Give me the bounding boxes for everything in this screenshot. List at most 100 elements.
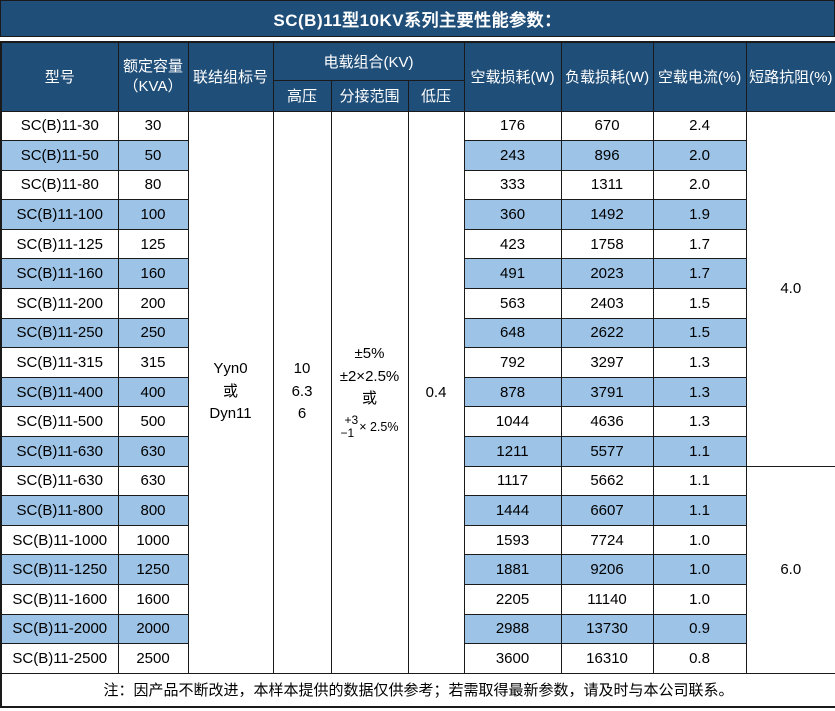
capacity-cell: 400 xyxy=(117,376,189,408)
no-load-current-cell: 0.9 xyxy=(652,613,747,645)
col-header-capacity: 额定容量 （KVA） xyxy=(117,41,189,112)
col-header-capacity-line1: 额定容量 xyxy=(122,58,183,76)
capacity-cell: 125 xyxy=(117,228,189,260)
table-row: SC(B)11-50 50 243 896 2.0 xyxy=(0,140,835,171)
no-load-loss-cell: 333 xyxy=(463,169,562,201)
model-cell: SC(B)11-500 xyxy=(0,406,119,438)
capacity-cell: 630 xyxy=(117,436,189,467)
no-load-current-cell: 1.0 xyxy=(652,584,747,615)
table-row: SC(B)11-80 80 333 1311 2.0 xyxy=(0,169,835,201)
model-cell: SC(B)11-125 xyxy=(0,228,119,260)
tap-fraction-factor: × 2.5% xyxy=(359,420,399,435)
capacity-cell: 2500 xyxy=(117,643,189,674)
col-header-model: 型号 xyxy=(0,41,119,112)
table-body: SC(B)11-30 30 Yyn0 或 Dyn11 10 6.3 6 ±5% ±2×2.5% 或 +… xyxy=(0,110,835,674)
table-row: SC(B)11-500 500 1044 4636 1.3 xyxy=(0,406,835,438)
no-load-current-cell: 1.9 xyxy=(652,199,747,230)
col-header-load-loss: 负载损耗(W) xyxy=(560,41,654,112)
col-header-connection-group: 联结组标号 xyxy=(187,41,274,112)
hv-cell: 10 6.3 6 xyxy=(272,110,332,674)
no-load-loss-cell: 563 xyxy=(463,288,562,319)
tap-fraction-top: +3 xyxy=(344,412,359,427)
model-cell: SC(B)11-1250 xyxy=(0,554,119,585)
no-load-loss-cell: 1444 xyxy=(463,495,562,526)
capacity-cell: 160 xyxy=(117,258,189,290)
no-load-current-cell: 2.0 xyxy=(652,169,747,201)
connection-group-cell: Yyn0 或 Dyn11 xyxy=(187,110,274,674)
no-load-current-cell: 1.3 xyxy=(652,406,747,438)
no-load-current-cell: 1.5 xyxy=(652,317,747,349)
table-row: SC(B)11-30 30 Yyn0 或 Dyn11 10 6.3 6 ±5% ±2×2.5% 或 +… xyxy=(0,110,835,674)
col-header-voltage-group: 电载组合(KV) xyxy=(272,41,465,81)
no-load-loss-cell: 878 xyxy=(463,376,562,408)
no-load-loss-cell: 1211 xyxy=(463,436,562,467)
capacity-cell: 30 xyxy=(117,110,189,142)
model-cell: SC(B)11-100 xyxy=(0,199,119,230)
connection-line: Dyn11 xyxy=(209,405,252,423)
table-row: SC(B)11-2000 2000 2988 13730 0.9 xyxy=(0,613,835,645)
table-row: SC(B)11-315 315 792 3297 1.3 xyxy=(0,347,835,378)
model-cell: SC(B)11-1600 xyxy=(0,584,119,615)
capacity-cell: 2000 xyxy=(117,613,189,645)
table-footer: 注：因产品不断改进，本样本提供的数据仅供参考；若需取得最新参数，请及时与本公司联… xyxy=(0,672,835,708)
capacity-cell: 100 xyxy=(117,199,189,230)
col-header-no-load-loss: 空载损耗(W) xyxy=(463,41,562,112)
no-load-current-cell: 2.0 xyxy=(652,140,747,171)
no-load-loss-cell: 1881 xyxy=(463,554,562,585)
model-cell: SC(B)11-200 xyxy=(0,288,119,319)
no-load-current-cell: 2.4 xyxy=(652,110,747,142)
load-loss-cell: 7724 xyxy=(560,524,654,556)
load-loss-cell: 2023 xyxy=(560,258,654,290)
no-load-current-cell: 1.1 xyxy=(652,495,747,526)
connection-line: Yyn0 xyxy=(213,360,248,378)
no-load-loss-cell: 2205 xyxy=(463,584,562,615)
spec-table: 型号 额定容量 （KVA） 联结组标号 电载组合(KV) 空载损耗(W) 负载损… xyxy=(0,41,835,708)
col-header-no-load-current: 空载电流(%) xyxy=(652,41,747,112)
col-header-lv: 低压 xyxy=(407,79,465,112)
load-loss-cell: 3791 xyxy=(560,376,654,408)
capacity-cell: 1600 xyxy=(117,584,189,615)
tap-fraction-bottom: −1 xyxy=(340,426,355,441)
col-header-impedance: 短路抗阻(%) xyxy=(745,41,835,112)
load-loss-cell: 13730 xyxy=(560,613,654,645)
load-loss-cell: 2403 xyxy=(560,288,654,319)
table-row: SC(B)11-200 200 563 2403 1.5 xyxy=(0,288,835,319)
no-load-current-cell: 1.1 xyxy=(652,436,747,467)
load-loss-cell: 4636 xyxy=(560,406,654,438)
tap-line: ±2×2.5% xyxy=(339,367,400,385)
load-loss-cell: 1492 xyxy=(560,199,654,230)
hv-line: 6.3 xyxy=(291,382,313,400)
model-cell: SC(B)11-1000 xyxy=(0,524,119,556)
model-cell: SC(B)11-800 xyxy=(0,495,119,526)
load-loss-cell: 16310 xyxy=(560,643,654,674)
tap-fraction: +3 −1 × 2.5% xyxy=(340,412,399,442)
model-cell: SC(B)11-2000 xyxy=(0,613,119,645)
no-load-loss-cell: 1044 xyxy=(463,406,562,438)
model-cell: SC(B)11-630 xyxy=(0,465,119,497)
load-loss-cell: 5577 xyxy=(560,436,654,467)
tap-line: ±5% xyxy=(354,345,385,363)
table-row: SC(B)11-250 250 648 2622 1.5 xyxy=(0,317,835,349)
connection-line: 或 xyxy=(222,382,238,400)
capacity-cell: 200 xyxy=(117,288,189,319)
no-load-current-cell: 1.5 xyxy=(652,288,747,319)
load-loss-cell: 11140 xyxy=(560,584,654,615)
page-title: SC(B)11型10KV系列主要性能参数： xyxy=(0,0,835,37)
load-loss-cell: 896 xyxy=(560,140,654,171)
table-row: SC(B)11-100 100 360 1492 1.9 xyxy=(0,199,835,230)
no-load-current-cell: 1.3 xyxy=(652,376,747,408)
no-load-current-cell: 1.1 xyxy=(652,465,747,497)
model-cell: SC(B)11-30 xyxy=(0,110,119,142)
load-loss-cell: 1311 xyxy=(560,169,654,201)
col-header-hv: 高压 xyxy=(272,79,332,112)
no-load-current-cell: 1.3 xyxy=(652,347,747,378)
model-cell: SC(B)11-630 xyxy=(0,436,119,467)
no-load-current-cell: 0.8 xyxy=(652,643,747,674)
table-row: SC(B)11-125 125 423 1758 1.7 xyxy=(0,228,835,260)
load-loss-cell: 670 xyxy=(560,110,654,142)
tap-range-cell: ±5% ±2×2.5% 或 +3 −1 × 2.5% xyxy=(330,110,409,674)
impedance-cell: 4.0 xyxy=(745,110,835,467)
model-cell: SC(B)11-400 xyxy=(0,376,119,408)
model-cell: SC(B)11-315 xyxy=(0,347,119,378)
